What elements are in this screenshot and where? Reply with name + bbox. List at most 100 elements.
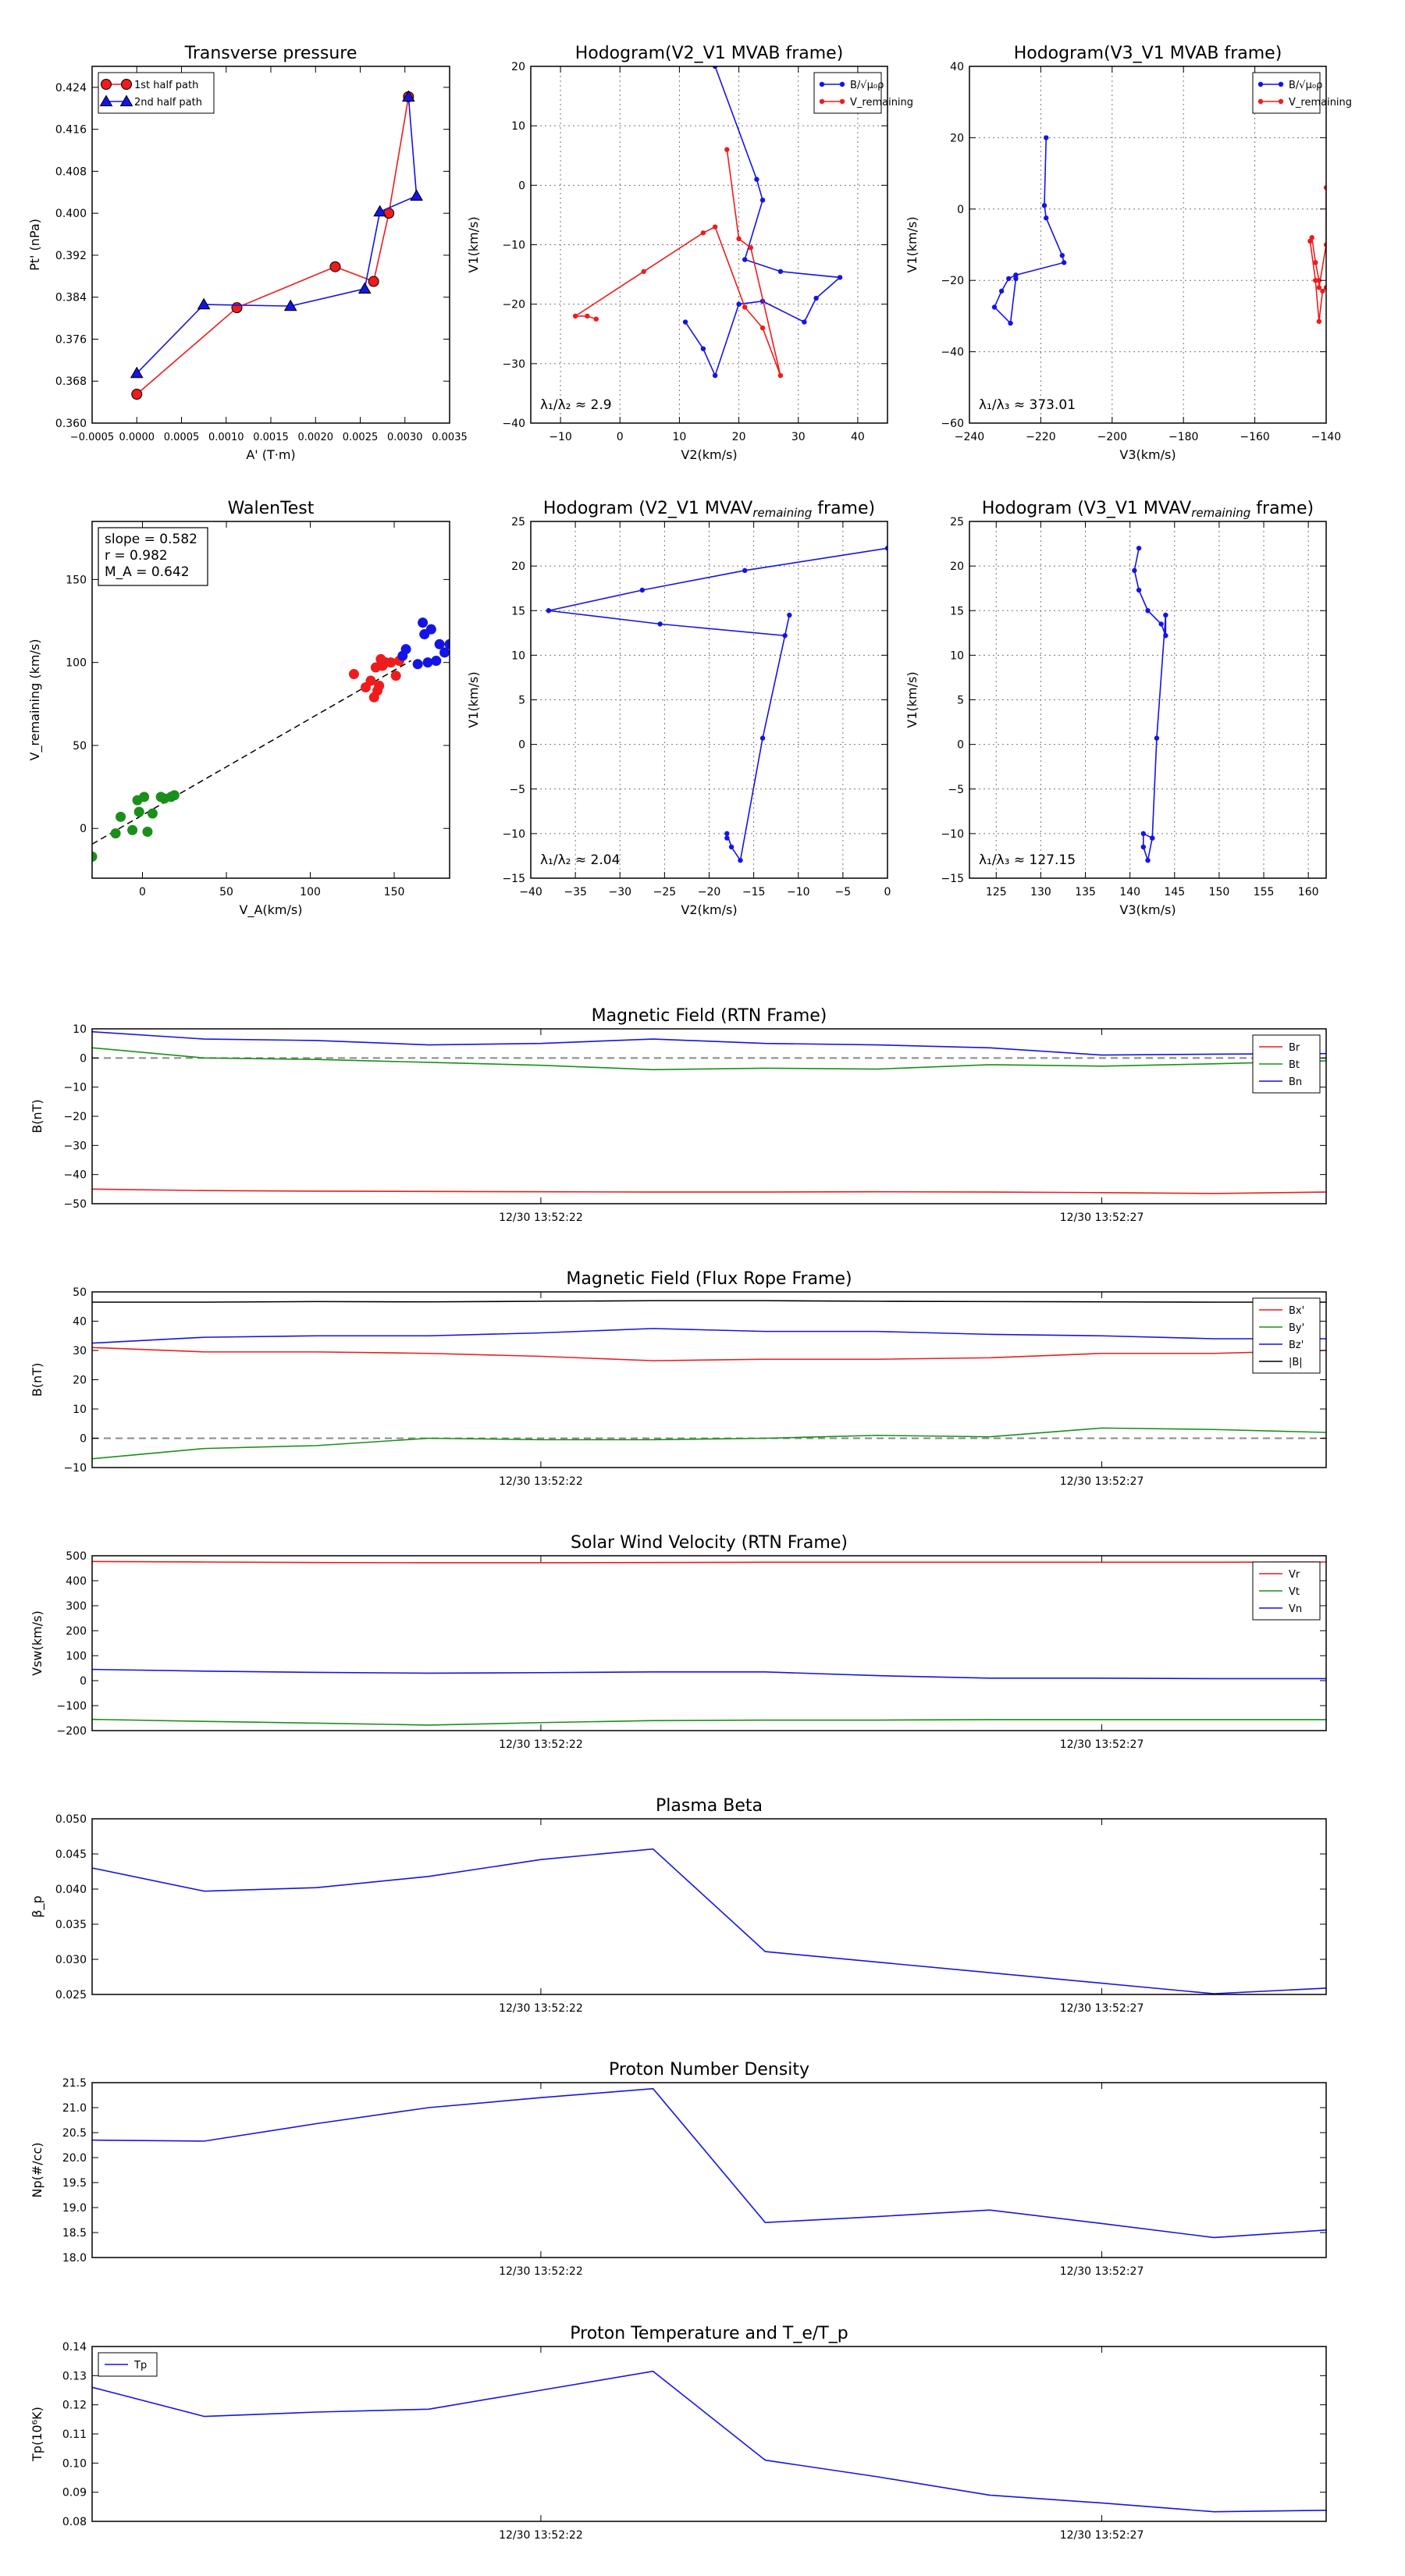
data-point — [639, 587, 646, 593]
data-point — [1145, 857, 1151, 863]
legend-label: Bn — [1289, 1076, 1302, 1088]
legend-label: 2nd half path — [134, 97, 202, 109]
data-point — [386, 657, 397, 668]
title-sub: remaining — [752, 506, 812, 520]
data-point — [1061, 260, 1067, 265]
chart-hodogram-v2v1-mvab: −10 0 10 20 30 40 −40 −30 −20 −10 0 10 20 Hodogram(V2… — [466, 44, 913, 462]
fit-line — [92, 660, 411, 845]
data-point — [1132, 568, 1137, 574]
legend-marker — [101, 79, 112, 90]
y-tick-label: 0.050 — [55, 1813, 87, 1826]
y-tick-label: 0.08 — [62, 2516, 87, 2528]
y-tick-label: 0.10 — [62, 2457, 87, 2470]
y-axis-label: V1(km/s) — [905, 671, 919, 728]
y-tick-label: 0 — [80, 1433, 87, 1446]
legend-marker — [99, 94, 113, 107]
y-tick-label: 20 — [73, 1375, 87, 1387]
x-tick-label: 0 — [617, 431, 624, 443]
y-tick-label: 0.408 — [55, 165, 87, 178]
data-point — [434, 639, 445, 649]
y-tick-label: 400 — [66, 1575, 87, 1588]
y-tick-label: 150 — [66, 574, 87, 586]
y-tick-label: 0 — [957, 204, 964, 216]
data-point — [329, 261, 341, 272]
y-tick-label: 21.5 — [62, 2077, 87, 2090]
x-tick-label: 0.0030 — [387, 432, 423, 443]
x-tick-label: 0.0020 — [298, 432, 334, 443]
axes-frame — [91, 1818, 1327, 1995]
x-tick-label: 0 — [884, 886, 891, 898]
y-tick-label: −30 — [502, 358, 525, 371]
legend-label: |B| — [1289, 1357, 1303, 1368]
x-tick-label: 100 — [300, 886, 321, 898]
data-point — [147, 808, 158, 819]
y-axis-label: β_p — [30, 1895, 45, 1917]
ratio-annotation: λ₁/λ₃ ≈ 373.01 — [979, 397, 1076, 413]
data-point — [410, 189, 423, 201]
y-tick-label: 40 — [950, 61, 964, 73]
series-line-Vt — [92, 1718, 1326, 1726]
legend-label: Vn — [1289, 1603, 1302, 1615]
plot-area — [92, 1848, 1326, 1994]
x-tick-label: 140 — [1119, 886, 1140, 898]
data-point — [742, 568, 748, 574]
data-point — [1323, 285, 1326, 290]
legend-label: V_remaining — [850, 97, 913, 109]
axes-frame — [91, 1555, 1327, 1731]
data-point — [738, 857, 743, 863]
y-tick-label: 10 — [511, 649, 525, 662]
y-tick-label: 19.5 — [62, 2177, 87, 2190]
legend-label: B/√μ₀ρ — [850, 80, 884, 91]
data-point — [110, 828, 121, 839]
data-point — [1041, 203, 1048, 208]
chart-title: Hodogram(V3_V1 MVAB frame) — [1014, 44, 1282, 63]
legend-label: Bz' — [1289, 1340, 1304, 1351]
x-tick-label: 12/30 13:52:27 — [1060, 1212, 1144, 1224]
data-point — [736, 236, 742, 242]
data-point — [373, 205, 387, 217]
x-tick-label: 0.0005 — [164, 432, 200, 443]
data-point — [813, 295, 819, 301]
y-tick-label: 10 — [511, 120, 525, 133]
y-tick-label: 19.0 — [62, 2202, 87, 2215]
data-point — [787, 612, 792, 618]
x-tick-label: −5 — [835, 886, 852, 898]
x-tick-label: 0.0035 — [432, 432, 468, 443]
y-tick-label: −10 — [63, 1082, 87, 1094]
data-point — [641, 269, 646, 274]
y-tick-label: 50 — [73, 1286, 87, 1299]
y-tick-label: 20.5 — [62, 2127, 87, 2140]
x-axis-label: V3(km/s) — [1119, 447, 1176, 462]
series-line-beta — [92, 1848, 1326, 1994]
data-point — [439, 647, 450, 658]
series-line-B/√μ₀ρ — [994, 137, 1065, 325]
data-point — [365, 675, 376, 686]
y-tick-label: 500 — [66, 1550, 87, 1563]
y-tick-label: 0.11 — [62, 2428, 87, 2441]
legend-box — [98, 72, 215, 114]
series-line-Bx' — [92, 1347, 1326, 1361]
data-point — [1316, 318, 1322, 324]
ratio-annotation: λ₁/λ₃ ≈ 127.15 — [979, 852, 1076, 868]
data-point — [754, 176, 759, 182]
data-point — [759, 325, 766, 331]
chart-title: Plasma Beta — [656, 1796, 763, 1816]
data-point — [1323, 242, 1326, 247]
series-line-path — [548, 547, 887, 863]
plot-area — [546, 546, 887, 863]
y-tick-label: 0 — [518, 739, 525, 752]
data-point — [546, 608, 552, 614]
y-tick-label: 5 — [957, 695, 964, 707]
data-point — [374, 680, 385, 691]
x-tick-label: −220 — [1026, 431, 1055, 443]
y-tick-label: 40 — [73, 1316, 87, 1329]
axes-frame — [969, 66, 1327, 424]
x-tick-label: 12/30 13:52:27 — [1060, 1738, 1144, 1751]
y-tick-label: 0.14 — [62, 2341, 87, 2354]
legend-marker — [1278, 98, 1284, 105]
series-line-Bt — [92, 1047, 1326, 1071]
data-point — [682, 319, 688, 325]
x-tick-label: 50 — [219, 886, 233, 898]
chart-title: Proton Temperature and T_e/T_p — [570, 2324, 848, 2343]
series-line-Vn — [92, 1668, 1326, 1680]
